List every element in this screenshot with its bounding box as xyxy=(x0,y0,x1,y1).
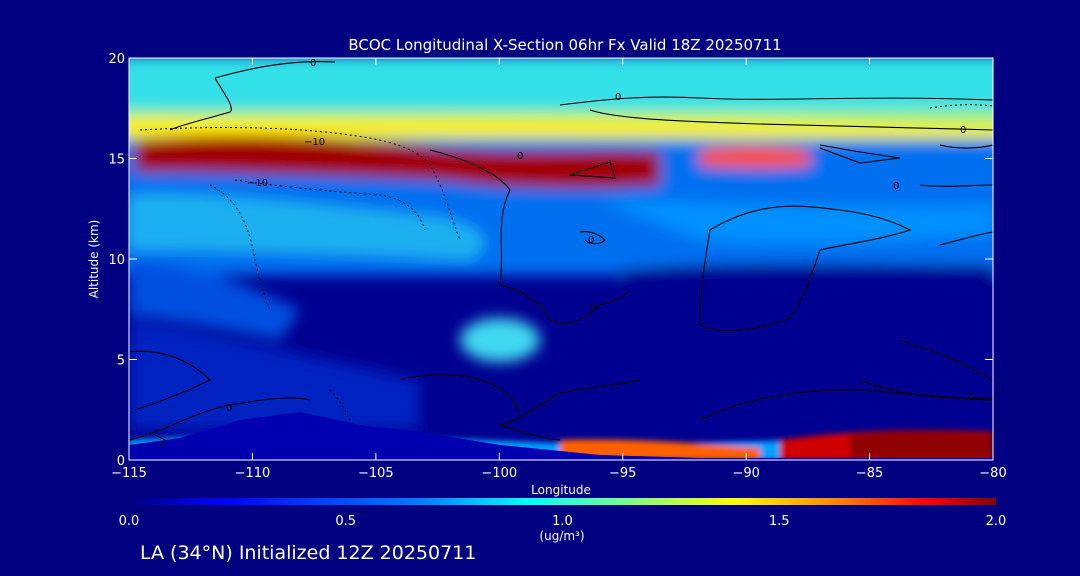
terrain-profile xyxy=(129,412,993,460)
contour-label: −10 xyxy=(304,137,325,148)
contour-labels: 0 0 0 0 0 0 0 0 0 −10 −10 xyxy=(226,58,974,414)
x-tick-label: −100 xyxy=(481,466,517,481)
dotted-contours xyxy=(139,104,993,421)
colorbar-unit: (ug/m³) xyxy=(539,529,584,543)
x-axis: −115 −110 −105 −100 −95 −90 −85 −80 xyxy=(111,58,1007,481)
contour-label: 0 xyxy=(968,392,974,403)
y-axis-label: Altitude (km) xyxy=(87,220,101,299)
y-tick-label: 10 xyxy=(108,253,125,268)
y-tick-label: 5 xyxy=(117,354,125,369)
contour-label: 0 xyxy=(588,235,594,246)
contour-label: 0 xyxy=(893,181,899,192)
chart-title: BCOC Longitudinal X-Section 06hr Fx Vali… xyxy=(348,36,781,54)
y-tick-label: 15 xyxy=(108,153,125,168)
x-tick-label: −90 xyxy=(732,466,759,481)
contour-label: 0 xyxy=(960,125,966,136)
contour-label: 0 xyxy=(615,92,621,103)
x-axis-label: Longitude xyxy=(531,483,591,497)
y-axis: 0 5 10 15 20 xyxy=(108,52,993,469)
x-tick-label: −110 xyxy=(235,466,271,481)
contour-label: 0 xyxy=(590,303,596,314)
x-tick-label: −105 xyxy=(358,466,394,481)
initialization-caption: LA (34°N) Initialized 12Z 20250711 xyxy=(140,542,477,564)
x-tick-label: −80 xyxy=(979,466,1006,481)
contour-lines xyxy=(129,61,993,448)
contour-label: 0 xyxy=(517,151,523,162)
contour-label: −10 xyxy=(247,178,268,189)
colorbar-tick-label: 1.0 xyxy=(552,514,573,529)
colorbar-tick-label: 1.5 xyxy=(769,514,790,529)
x-tick-label: −85 xyxy=(856,466,883,481)
contour-label: 0 xyxy=(226,403,232,414)
colorbar-tick-label: 0.5 xyxy=(335,514,356,529)
y-tick-label: 20 xyxy=(108,52,125,67)
contour-label: 0 xyxy=(310,58,316,69)
concentration-field xyxy=(129,58,993,440)
colorbar-tick-label: 2.0 xyxy=(986,514,1007,529)
x-tick-label: −115 xyxy=(111,466,147,481)
colorbar xyxy=(129,498,996,505)
x-tick-label: −95 xyxy=(609,466,636,481)
colorbar-ticks: 0.0 0.5 1.0 1.5 2.0 xyxy=(119,514,1007,529)
colorbar-tick-label: 0.0 xyxy=(119,514,140,529)
plot-area: 0 0 0 0 0 0 0 0 0 −10 −10 xyxy=(129,58,993,460)
y-tick-label: 0 xyxy=(117,454,125,469)
